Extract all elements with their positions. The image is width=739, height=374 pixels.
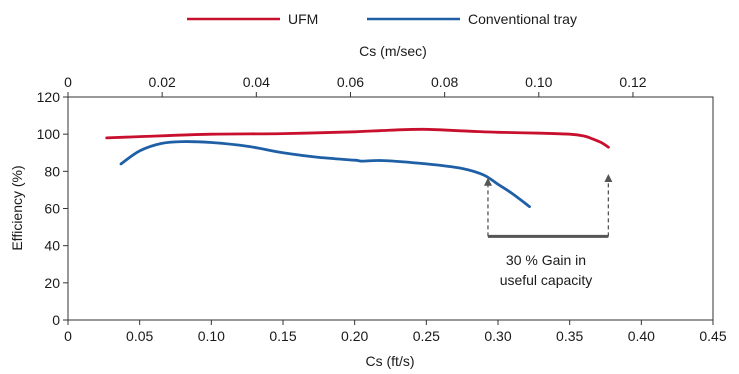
top-axis-ticks: 0 0.02 0.04 0.06 0.08 0.10 0.12 (64, 74, 647, 97)
top-axis-title: Cs (m/sec) (359, 43, 427, 59)
series-line-conventional-tray (119, 140, 531, 208)
x2-tick-label: 0.06 (337, 74, 364, 90)
gain-label-line1: 30 % Gain in (506, 252, 586, 268)
x-tick-label: 0.30 (484, 328, 511, 344)
y-tick-label: 80 (44, 163, 60, 179)
capacity-gain-annotation: 30 % Gain in useful capacity (483, 174, 613, 288)
x2-tick-label: 0 (64, 74, 72, 90)
gain-arrowhead-left (483, 177, 492, 186)
x-tick-label: 0.20 (341, 328, 368, 344)
y-tick-label: 120 (37, 89, 61, 105)
x-axis-title: Cs (ft/s) (366, 353, 415, 369)
x-tick-label: 0.05 (126, 328, 153, 344)
y-tick-label: 20 (44, 275, 60, 291)
y-axis-ticks: 0 20 40 60 80 100 120 (37, 89, 68, 328)
gain-label-line2: useful capacity (500, 272, 593, 288)
gain-arrowhead-right (604, 174, 613, 183)
legend-label-ufm: UFM (288, 11, 318, 27)
x2-tick-label: 0.04 (243, 74, 270, 90)
series-layer (105, 127, 610, 208)
y-tick-label: 60 (44, 201, 60, 217)
x-tick-label: 0.15 (269, 328, 296, 344)
y-tick-label: 0 (52, 312, 60, 328)
legend: UFM Conventional tray (187, 11, 577, 27)
x-tick-label: 0.35 (556, 328, 583, 344)
x2-tick-label: 0.02 (149, 74, 176, 90)
bottom-axis-ticks: 0 0.05 0.10 0.15 0.20 0.25 0.30 0.35 0.40 0.45 (64, 320, 727, 344)
y-tick-label: 100 (37, 126, 61, 142)
x-tick-label: 0.10 (198, 328, 225, 344)
legend-label-conventional-tray: Conventional tray (468, 11, 577, 27)
x-tick-label: 0.25 (413, 328, 440, 344)
x-tick-label: 0 (64, 328, 72, 344)
y-tick-label: 40 (44, 238, 60, 254)
x2-tick-label: 0.08 (431, 74, 458, 90)
x2-tick-label: 0.12 (619, 74, 646, 90)
x-tick-label: 0.40 (628, 328, 655, 344)
series-line-ufm (105, 127, 610, 149)
x2-tick-label: 0.10 (525, 74, 552, 90)
y-axis-title: Efficiency (%) (9, 165, 25, 250)
x-tick-label: 0.45 (699, 328, 726, 344)
